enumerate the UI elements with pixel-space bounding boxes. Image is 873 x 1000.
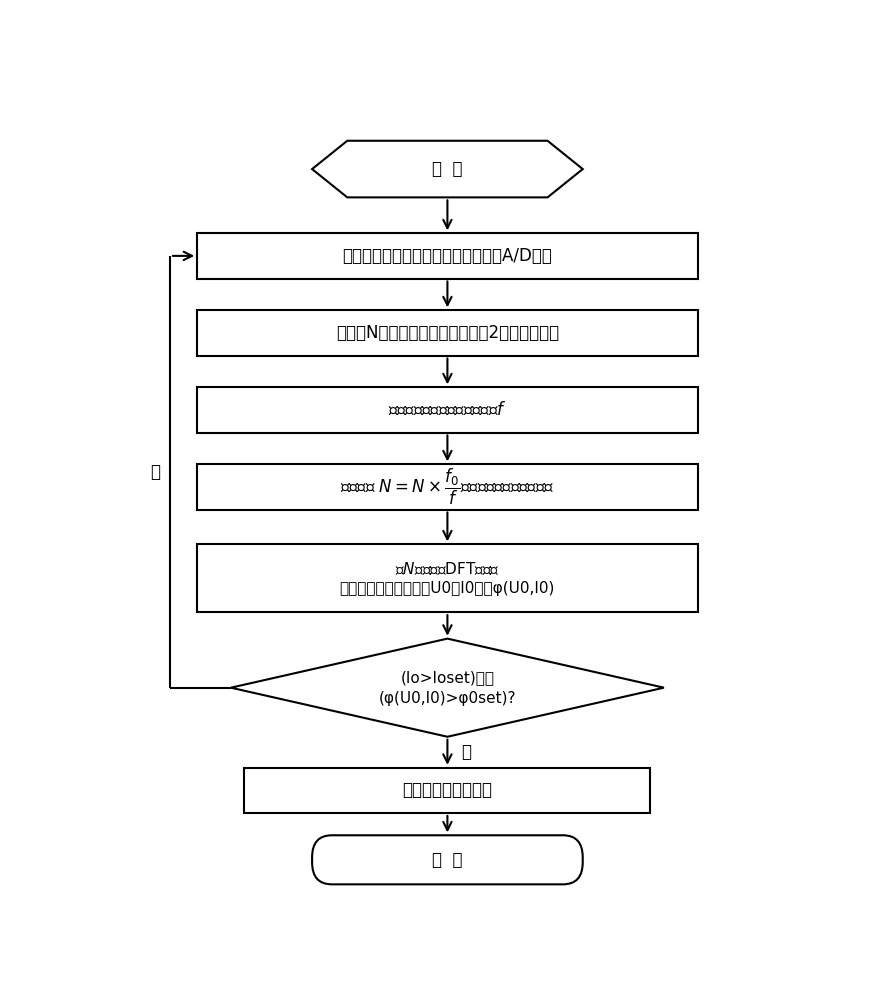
Bar [197,387,698,433]
Text: (Io>Ioset)并且
(φ(U0,I0)>φ0set)?: (Io>Ioset)并且 (φ(U0,I0)>φ0set)? [379,670,516,706]
Polygon shape [230,639,664,737]
Text: 对零序电压与电流进行等时间间隔的A/D采样: 对零序电压与电流进行等时间间隔的A/D采样 [342,247,553,265]
Text: 结  束: 结 束 [432,851,463,869]
Bar [197,310,698,356]
FancyBboxPatch shape [313,835,583,884]
Bar [244,768,650,813]
Text: 长度为N的矩形窗截取连续的至少2周波离散序列: 长度为N的矩形窗截取连续的至少2周波离散序列 [336,324,559,342]
Bar [197,233,698,279]
Text: 开  始: 开 始 [432,160,463,178]
Text: 动作跳闸，断开线路: 动作跳闸，断开线路 [402,781,492,799]
Text: 利用公式 $N = N \times \dfrac{f_0}{f}$，进行修正数据处理长度: 利用公式 $N = N \times \dfrac{f_0}{f}$，进行修正数… [340,467,554,507]
Polygon shape [313,141,583,197]
Text: 高精度软件测频得到电网频率$f$: 高精度软件测频得到电网频率$f$ [388,401,506,419]
Text: 将$N$代入加窗DFT公式，
计算零序电流、电压的U0、I0以及φ(U0,I0): 将$N$代入加窗DFT公式， 计算零序电流、电压的U0、I0以及φ(U0,I0) [340,560,555,596]
Bar [197,464,698,510]
Text: 否: 否 [150,463,160,481]
Text: 是: 是 [461,743,471,761]
Bar [197,544,698,612]
